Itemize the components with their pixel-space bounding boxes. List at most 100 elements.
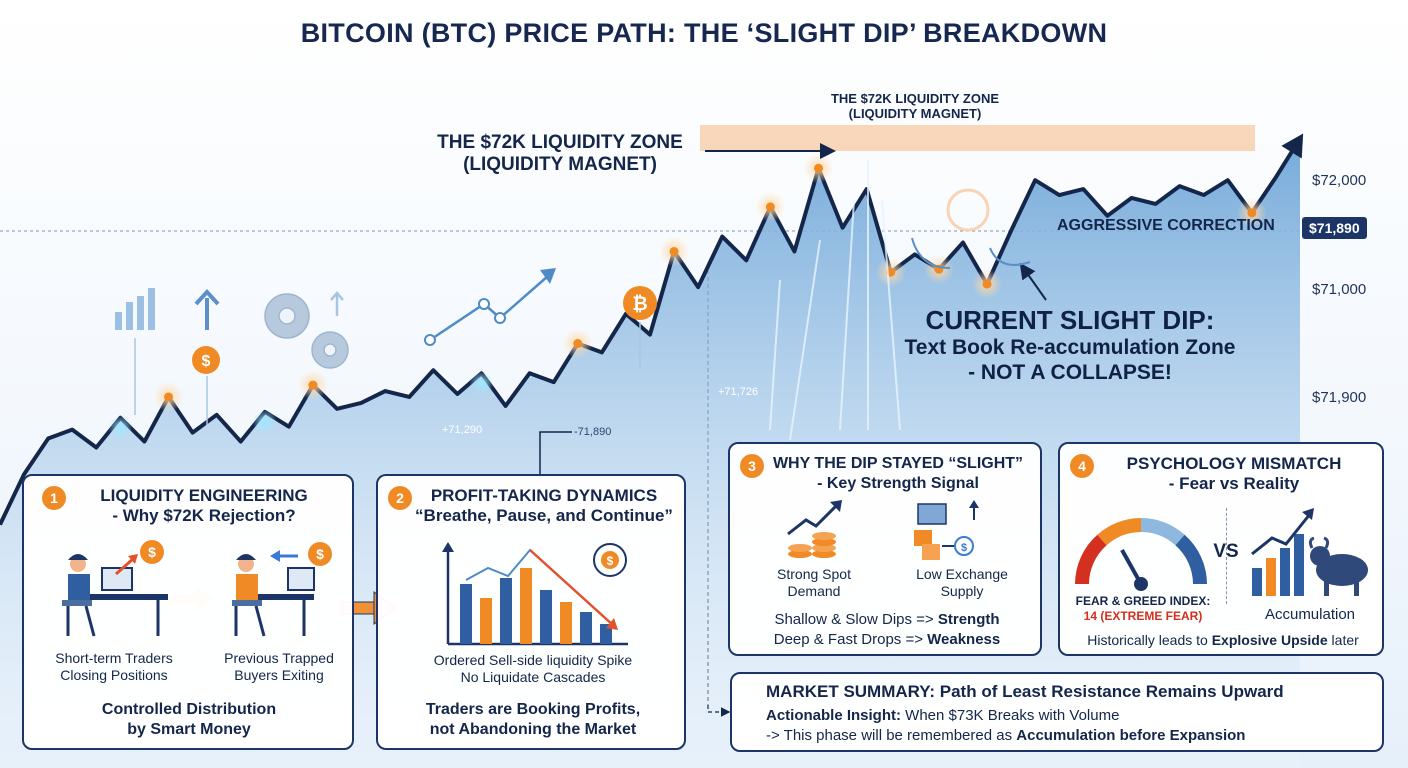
svg-text:$: $	[148, 544, 156, 560]
panel-profit-taking: 2 PROFIT-TAKING DYNAMICS “Breathe, Pause…	[376, 474, 686, 750]
svg-text:$: $	[202, 353, 211, 370]
panel-footer-line2: by Smart Money	[127, 721, 251, 738]
dip-subtitle-2: - NOT A COLLAPSE!	[968, 361, 1172, 384]
dollar-coin-icon: $	[192, 346, 220, 374]
sell-side-bar-chart-icon: $	[442, 542, 628, 646]
traders-illustration: $ $	[62, 540, 332, 637]
strength-icons: $	[787, 500, 979, 560]
svg-text:$: $	[607, 554, 614, 568]
coin-stack-icon	[787, 500, 842, 558]
summary-insight-label: Actionable Insight:	[766, 707, 901, 724]
short-term-traders-line2: Closing Positions	[60, 667, 168, 683]
sell-side-caption-line1: Ordered Sell-side liquidity Spike	[433, 652, 633, 668]
panel-footer-line1: Controlled Distribution	[101, 701, 277, 718]
accumulation-label: Accumulation	[1264, 606, 1356, 623]
vs-label: VS	[1213, 541, 1239, 562]
panel-title-line2: “Breathe, Pause, and Continue”	[415, 506, 673, 525]
glow-halo-blue	[108, 415, 133, 440]
strength-rule-1: Shallow & Slow Dips => Strength	[740, 610, 1034, 630]
liquidity-zone-top-label: THE $72K LIQUIDITY ZONE (LIQUIDITY MAGNE…	[790, 91, 1040, 121]
fear-greed-value: 14 (EXTREME FEAR)	[1083, 609, 1203, 623]
bitcoin-icon: ₿	[623, 286, 657, 320]
trapped-buyers-label: Previous Trapped Buyers Exiting	[204, 650, 354, 684]
strength-rule-2-text: Deep & Fast Drops =>	[773, 631, 928, 648]
summary-conclusion-text: -> This phase will be remembered as	[766, 727, 1017, 744]
liquidity-zone-top-line2: (LIQUIDITY MAGNET)	[848, 106, 982, 121]
glow-point	[1247, 208, 1257, 218]
liquidity-zone-top-line1: THE $72K LIQUIDITY ZONE	[830, 91, 1000, 106]
y-tick-72000: $72,000	[1312, 172, 1367, 189]
fear-greed-gauge-icon	[1075, 518, 1207, 591]
trader-closing-icon: $	[62, 540, 168, 637]
panel-title-line1: LIQUIDITY ENGINEERING	[100, 486, 308, 505]
exchange-supply-label: Low Exchange Supply	[892, 566, 1032, 600]
price-line	[0, 137, 1302, 526]
panel-title: PROFIT-TAKING DYNAMICS “Breathe, Pause, …	[408, 486, 680, 526]
summary-insight-text: When $73K Breaks with Volume	[901, 707, 1120, 724]
panel-title: LIQUIDITY ENGINEERING - Why $72K Rejecti…	[64, 486, 344, 526]
exchange-supply-line1: Low Exchange	[916, 566, 1008, 582]
panel-number-badge: 1	[42, 486, 66, 510]
panel-liquidity-engineering: 1 LIQUIDITY ENGINEERING - Why $72K Rejec…	[22, 474, 354, 750]
value-label-71890: -71,890	[574, 426, 612, 438]
panel-title-line2: - Key Strength Signal	[817, 475, 979, 492]
trend-line-icon	[424, 268, 556, 346]
panel-psychology-mismatch: 4 PSYCHOLOGY MISMATCH - Fear vs Reality …	[1058, 442, 1384, 656]
panel-number-badge: 3	[740, 454, 764, 478]
up-arrow-small-icon	[330, 291, 344, 316]
trapped-buyers-line2: Buyers Exiting	[234, 667, 324, 683]
short-term-traders-line1: Short-term Traders	[55, 650, 173, 666]
panel-footer: Traders are Booking Profits, not Abandon…	[388, 700, 678, 740]
dip-title: CURRENT SLIGHT DIP:	[925, 305, 1215, 335]
light-rays	[769, 160, 901, 441]
current-price-tag: $71,890	[1302, 217, 1367, 239]
strength-rule-1-text: Shallow & Slow Dips =>	[774, 611, 938, 628]
panel-market-summary: MARKET SUMMARY: Path of Least Resistance…	[730, 672, 1384, 752]
exchange-supply-icon: $	[914, 500, 979, 560]
svg-text:₿: ₿	[632, 294, 647, 315]
glow-point	[164, 392, 174, 402]
summary-insight: Actionable Insight: When $73K Breaks wit…	[766, 707, 1119, 724]
up-arrow-icon	[194, 289, 220, 330]
current-dip-callout: CURRENT SLIGHT DIP: Text Book Re-accumul…	[860, 305, 1280, 385]
glow-point	[669, 246, 679, 256]
panel-footer: Historically leads to Explosive Upside l…	[1066, 632, 1380, 649]
strength-rule-1-bold: Strength	[937, 611, 1000, 628]
panel-footer-text-2: later	[1327, 632, 1359, 648]
panel-title-line2: - Fear vs Reality	[1168, 474, 1300, 493]
fear-greed-title: FEAR & GREED INDEX:	[1075, 594, 1211, 608]
summary-title: MARKET SUMMARY: Path of Least Resistance…	[766, 682, 1284, 701]
aggressive-correction-label: AGGRESSIVE CORRECTION	[1057, 217, 1275, 234]
spot-demand-line2: Demand	[787, 583, 841, 599]
page-title: BITCOIN (BTC) PRICE PATH: THE ‘SLIGHT DI…	[300, 18, 1108, 48]
chart-line	[0, 133, 1304, 526]
y-tick-71000: $71,000	[1312, 281, 1367, 298]
summary-conclusion: -> This phase will be remembered as Accu…	[766, 727, 1245, 744]
svg-text:$: $	[961, 542, 967, 554]
value-label-71290: +71,290	[442, 424, 483, 436]
sell-side-caption: Ordered Sell-side liquidity Spike No Liq…	[388, 652, 678, 686]
panel-title-line1: PSYCHOLOGY MISMATCH	[1126, 454, 1342, 473]
panel-title-line2: - Why $72K Rejection?	[112, 506, 296, 525]
liquidity-zone-label-line2: (LIQUIDITY MAGNET)	[463, 154, 657, 175]
fear-greed-label: FEAR & GREED INDEX: 14 (EXTREME FEAR)	[1068, 594, 1218, 624]
panel-title-line1: WHY THE DIP STAYED “SLIGHT”	[772, 455, 1024, 472]
glow-halo-blue	[469, 371, 494, 396]
panel-number-badge: 2	[388, 486, 412, 510]
svg-text:$: $	[316, 546, 324, 562]
strength-rules: Shallow & Slow Dips => Strength Deep & F…	[740, 610, 1034, 650]
glow-point	[308, 380, 318, 390]
trapped-buyer-icon: $	[232, 542, 332, 637]
liquidity-zone-band	[700, 125, 1255, 151]
strength-rule-2: Deep & Fast Drops => Weakness	[740, 630, 1034, 650]
accumulation-bull-icon	[1251, 508, 1368, 596]
panel-footer-line1: Traders are Booking Profits,	[425, 701, 641, 718]
chart-glow-points	[108, 153, 1267, 440]
panel-footer-line2: not Abandoning the Market	[429, 721, 637, 738]
exchange-supply-line2: Supply	[940, 583, 984, 599]
panel-title-line1: PROFIT-TAKING DYNAMICS	[430, 486, 658, 505]
panel-why-dip-slight: 3 WHY THE DIP STAYED “SLIGHT” - Key Stre…	[728, 442, 1042, 656]
liquidity-zone-label: THE $72K LIQUIDITY ZONE (LIQUIDITY MAGNE…	[412, 132, 708, 176]
panel-title: PSYCHOLOGY MISMATCH - Fear vs Reality	[1090, 454, 1378, 494]
